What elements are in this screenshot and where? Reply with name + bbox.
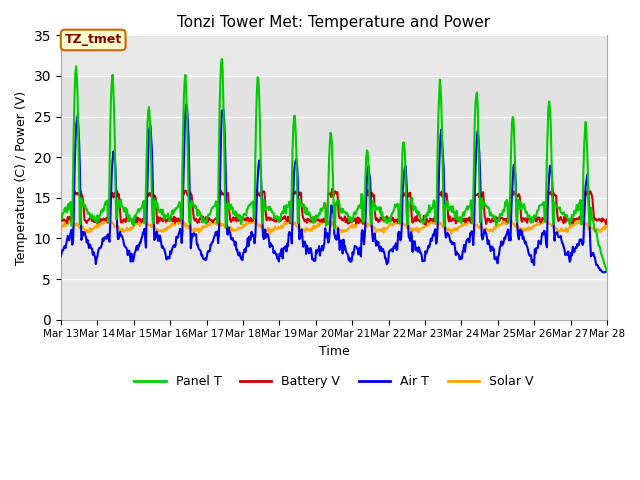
X-axis label: Time: Time xyxy=(319,345,349,358)
Legend: Panel T, Battery V, Air T, Solar V: Panel T, Battery V, Air T, Solar V xyxy=(129,370,538,393)
Title: Tonzi Tower Met: Temperature and Power: Tonzi Tower Met: Temperature and Power xyxy=(177,15,490,30)
Y-axis label: Temperature (C) / Power (V): Temperature (C) / Power (V) xyxy=(15,91,28,264)
Text: TZ_tmet: TZ_tmet xyxy=(65,34,122,47)
Bar xyxy=(61,76,607,157)
